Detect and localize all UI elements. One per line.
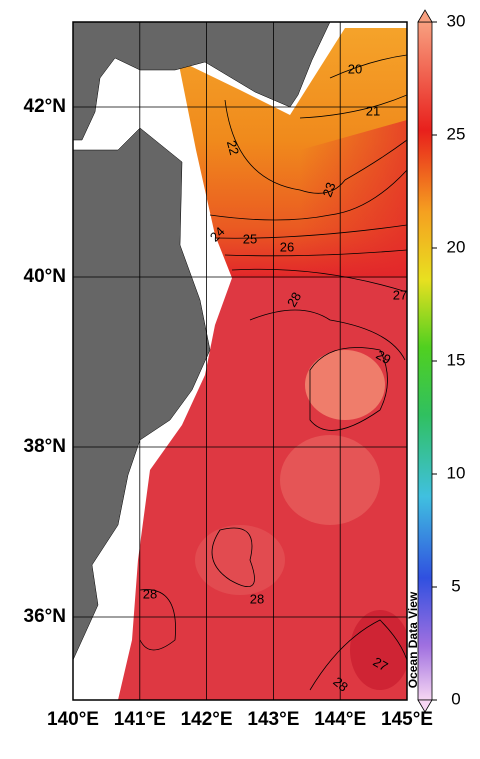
colorbar-label: 5 <box>451 576 460 595</box>
lon-label: 143°E <box>247 709 299 730</box>
contours <box>139 54 407 691</box>
colorbar-label: 30 <box>447 11 466 30</box>
lat-label: 42°N <box>24 96 66 117</box>
contour-label: 26 <box>280 239 294 254</box>
lat-label: 38°N <box>24 436 66 457</box>
colorbar-label: 0 <box>451 689 460 708</box>
contour-label: 27 <box>371 654 391 674</box>
lon-label: 142°E <box>181 709 233 730</box>
warm-patch <box>280 435 380 525</box>
land <box>73 22 331 141</box>
contour-label: 20 <box>348 61 362 76</box>
contour-label: 21 <box>366 103 380 118</box>
contour-label: 28 <box>143 586 157 601</box>
lat-label: 36°N <box>24 606 66 627</box>
contour-label: 27 <box>393 287 407 302</box>
colorbar-label: 10 <box>447 463 466 482</box>
colorbar-label: 15 <box>447 350 466 369</box>
lon-label: 141°E <box>114 709 166 730</box>
contour-label: 28 <box>284 289 304 309</box>
watermark: Ocean Data View <box>406 591 420 688</box>
cool-patch <box>350 610 407 690</box>
lat-label: 40°N <box>24 266 66 287</box>
land <box>73 127 211 661</box>
warm-core <box>305 350 385 420</box>
contour-label: 28 <box>250 591 264 606</box>
colorbar-label: 25 <box>447 124 466 143</box>
contour-label: 25 <box>243 231 257 246</box>
lon-label: 140°E <box>47 709 99 730</box>
lon-label: 144°E <box>314 709 366 730</box>
contour-label: 23 <box>319 180 338 199</box>
contour-label: 29 <box>374 347 394 367</box>
map-area <box>73 22 407 700</box>
lon-label: 145°E <box>381 709 433 730</box>
colorbar-arrow <box>417 699 433 713</box>
warm-patch <box>195 525 285 595</box>
contour-label: 22 <box>224 139 242 157</box>
colorbar-arrow <box>417 9 433 23</box>
colorbar-label: 20 <box>447 237 466 256</box>
sst-north-east <box>300 120 407 278</box>
